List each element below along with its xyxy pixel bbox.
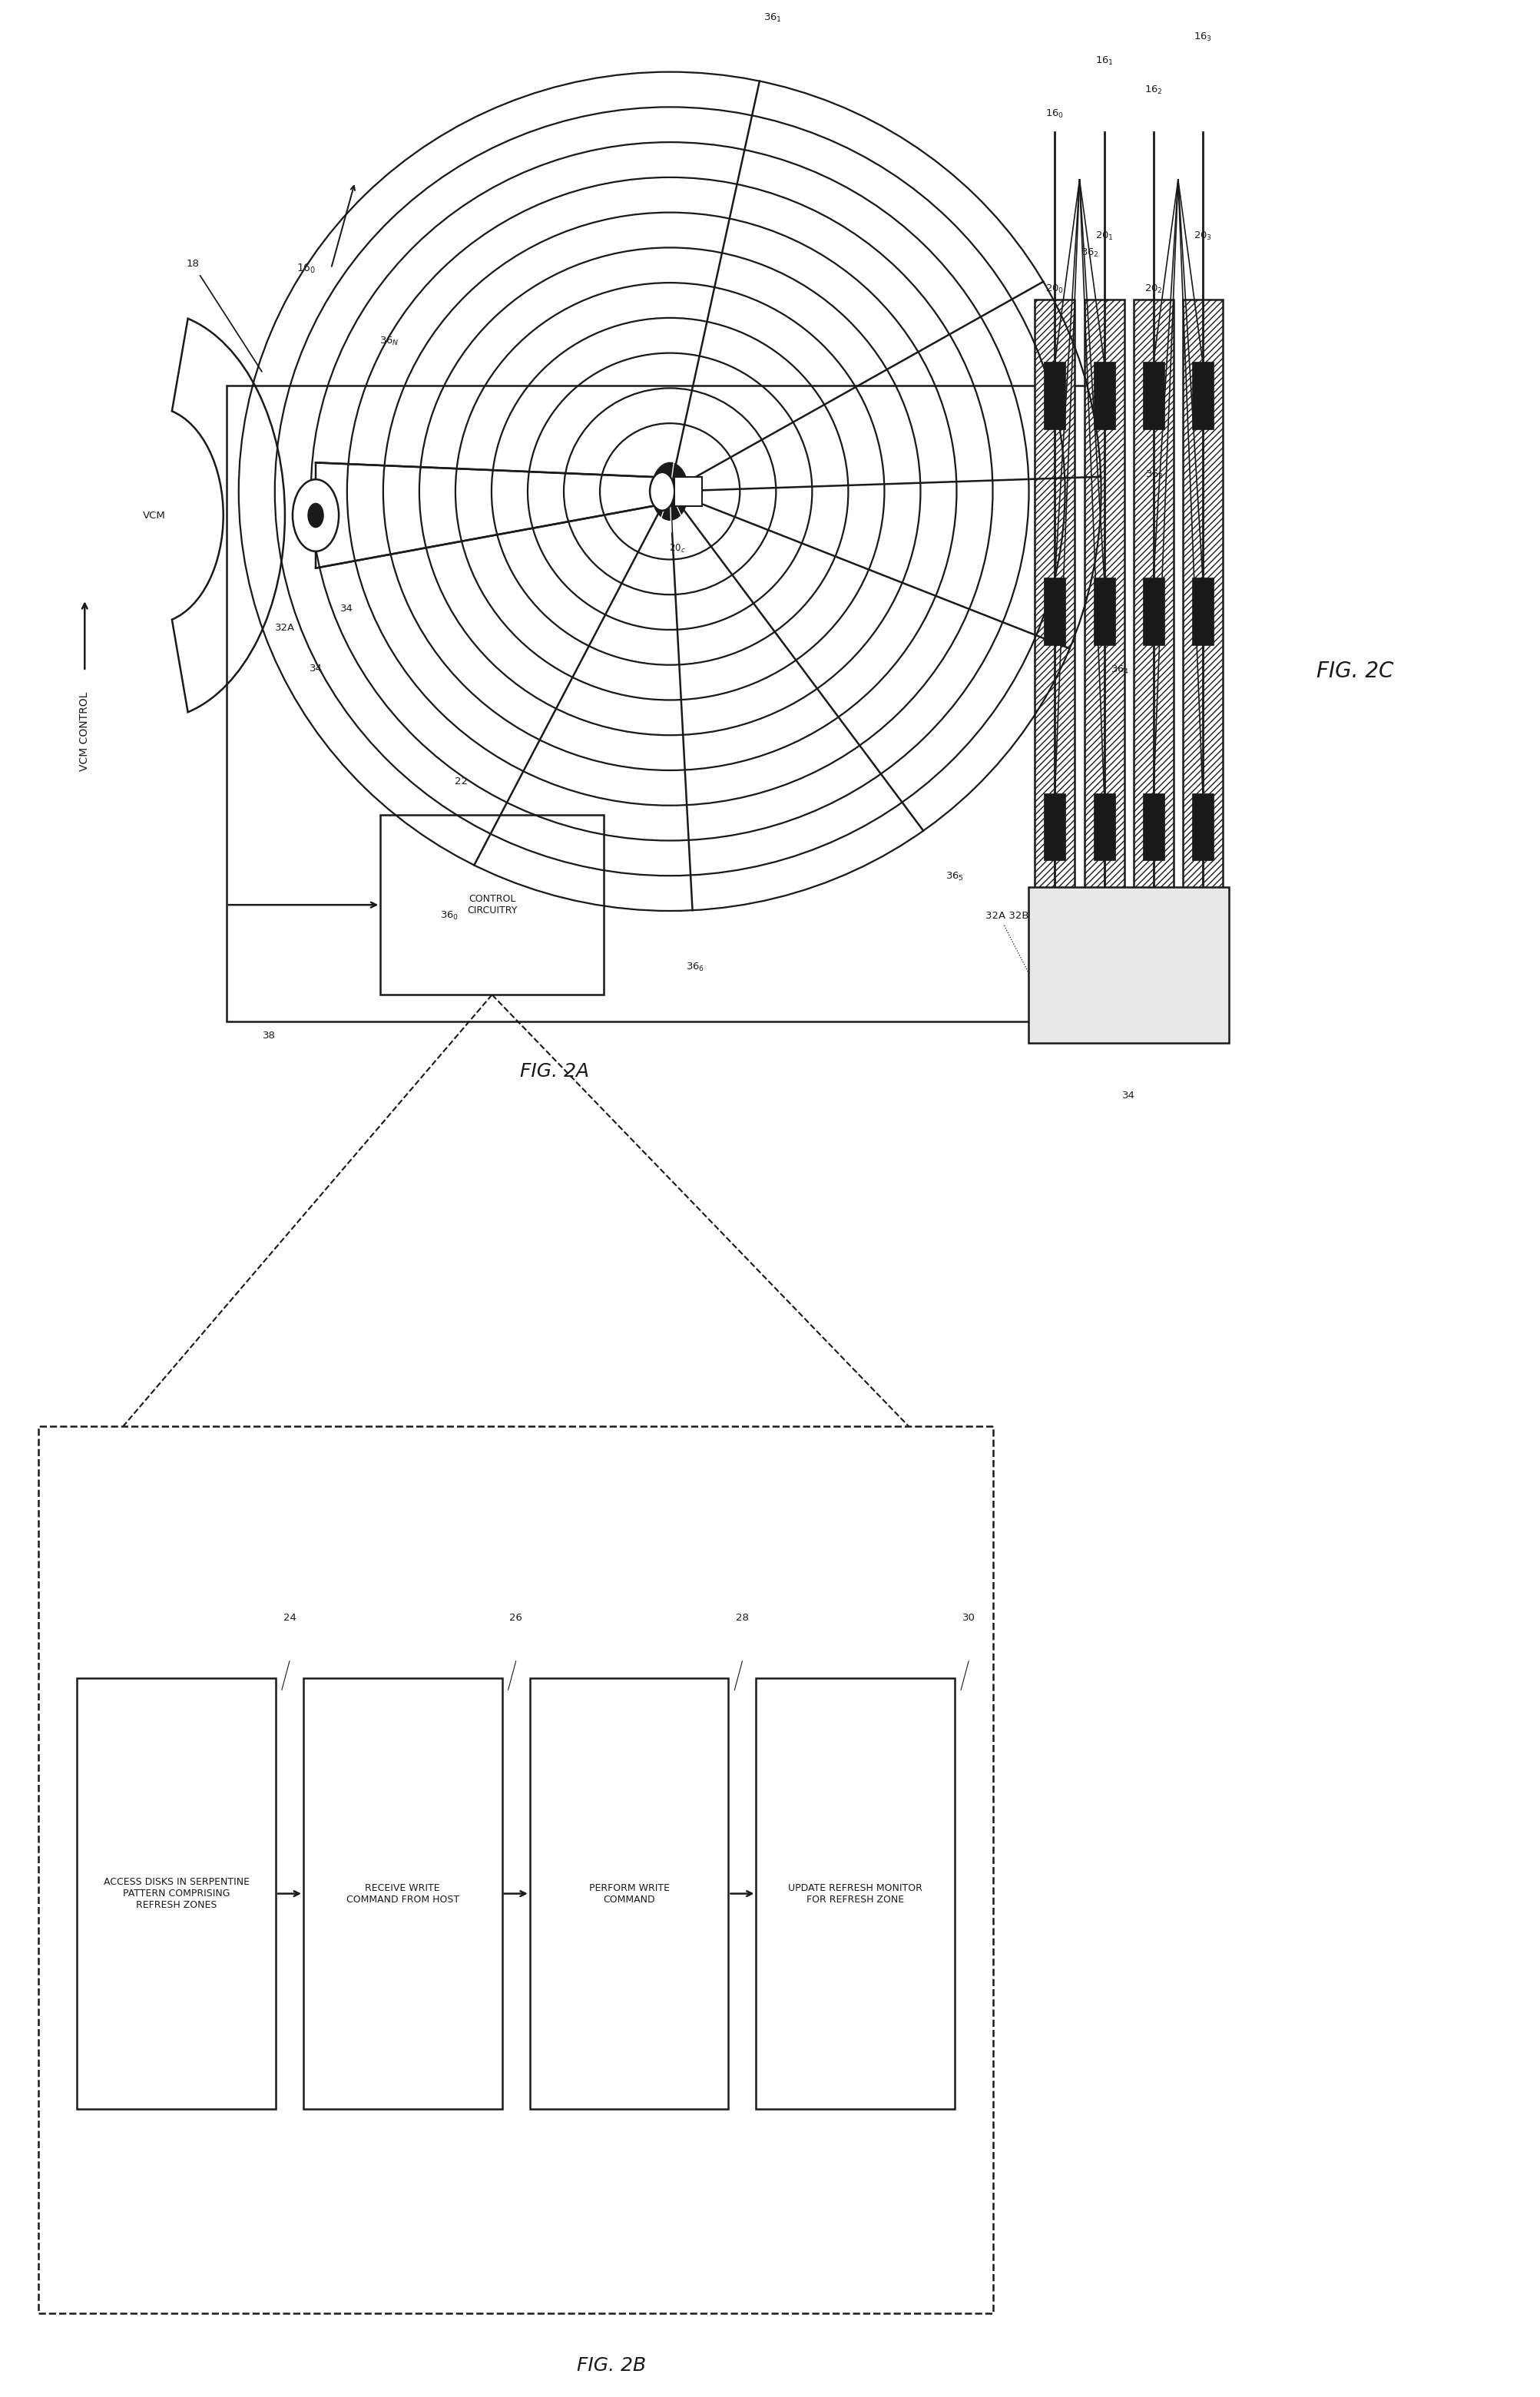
Bar xyxy=(1192,578,1214,645)
Text: 16$_0$: 16$_0$ xyxy=(296,261,316,276)
Bar xyxy=(1143,793,1164,861)
Bar xyxy=(1093,578,1115,645)
Circle shape xyxy=(293,479,339,551)
Circle shape xyxy=(650,472,675,511)
Text: FIG. 2C: FIG. 2C xyxy=(1317,662,1394,681)
Text: VCM: VCM xyxy=(1115,959,1143,971)
Text: 36$_N$: 36$_N$ xyxy=(380,336,399,348)
Text: 32A: 32A xyxy=(274,623,296,633)
Text: 20$_c$: 20$_c$ xyxy=(670,542,685,554)
Text: 18: 18 xyxy=(186,259,199,268)
Text: FIG. 2B: FIG. 2B xyxy=(578,2356,645,2375)
Text: FIG. 2A: FIG. 2A xyxy=(521,1062,588,1081)
Bar xyxy=(226,386,1096,1021)
Text: 36$_0$: 36$_0$ xyxy=(440,911,459,923)
Text: 36$_6$: 36$_6$ xyxy=(685,961,705,973)
Text: 16$_2$: 16$_2$ xyxy=(1144,84,1163,96)
Bar xyxy=(675,477,702,506)
Bar xyxy=(1093,362,1115,429)
Text: 32A 32B 32C: 32A 32B 32C xyxy=(986,911,1052,920)
Text: 22: 22 xyxy=(454,777,468,786)
Text: 34: 34 xyxy=(340,604,353,614)
Bar xyxy=(38,1426,993,2313)
Bar xyxy=(756,1678,955,2109)
Text: 20$_1$: 20$_1$ xyxy=(1095,230,1113,242)
Bar xyxy=(1044,793,1066,861)
Bar xyxy=(303,1678,502,2109)
Text: VCM: VCM xyxy=(143,511,165,520)
Text: 38: 38 xyxy=(263,1031,276,1040)
Text: 30: 30 xyxy=(962,1613,975,1623)
Bar xyxy=(380,815,604,995)
Circle shape xyxy=(308,503,323,527)
Bar xyxy=(77,1678,276,2109)
Text: 20$_2$: 20$_2$ xyxy=(1144,283,1163,295)
Text: CONTROL
CIRCUITRY: CONTROL CIRCUITRY xyxy=(467,894,517,916)
Bar xyxy=(1143,578,1164,645)
Text: 16$_0$: 16$_0$ xyxy=(1046,108,1064,120)
Text: 16$_3$: 16$_3$ xyxy=(1194,31,1212,43)
Text: 24: 24 xyxy=(283,1613,296,1623)
Text: 34: 34 xyxy=(1123,1091,1135,1100)
Circle shape xyxy=(651,463,688,520)
Bar xyxy=(1093,793,1115,861)
Bar xyxy=(530,1678,728,2109)
Bar xyxy=(1192,362,1214,429)
Text: 34: 34 xyxy=(310,664,322,674)
Bar xyxy=(1044,578,1066,645)
Text: 36$_5$: 36$_5$ xyxy=(946,870,964,882)
Text: PERFORM WRITE
COMMAND: PERFORM WRITE COMMAND xyxy=(588,1884,670,1903)
Bar xyxy=(1192,793,1214,861)
Text: 36$_1$: 36$_1$ xyxy=(764,12,782,24)
Text: UPDATE REFRESH MONITOR
FOR REFRESH ZONE: UPDATE REFRESH MONITOR FOR REFRESH ZONE xyxy=(788,1884,922,1903)
Bar xyxy=(1029,887,1229,1043)
Text: 20$_0$: 20$_0$ xyxy=(1046,283,1064,295)
Bar xyxy=(1084,300,1124,923)
Text: 35: 35 xyxy=(1060,988,1072,997)
Text: 20$_3$: 20$_3$ xyxy=(1194,230,1212,242)
Bar xyxy=(1183,300,1223,923)
Bar xyxy=(1044,362,1066,429)
Bar xyxy=(1143,362,1164,429)
Text: 36$_2$: 36$_2$ xyxy=(1081,247,1100,259)
Text: RECEIVE WRITE
COMMAND FROM HOST: RECEIVE WRITE COMMAND FROM HOST xyxy=(346,1884,459,1903)
Bar xyxy=(1133,300,1173,923)
Text: 36$_4$: 36$_4$ xyxy=(1110,664,1129,676)
Bar xyxy=(1035,300,1075,923)
Text: VCM CONTROL: VCM CONTROL xyxy=(80,690,89,772)
Text: 36$_3$: 36$_3$ xyxy=(1146,470,1164,479)
Text: 16$_1$: 16$_1$ xyxy=(1095,55,1113,67)
Text: 28: 28 xyxy=(736,1613,748,1623)
Text: ACCESS DISKS IN SERPENTINE
PATTERN COMPRISING
REFRESH ZONES: ACCESS DISKS IN SERPENTINE PATTERN COMPR… xyxy=(103,1877,249,1910)
Text: 26: 26 xyxy=(510,1613,522,1623)
Polygon shape xyxy=(316,463,654,568)
